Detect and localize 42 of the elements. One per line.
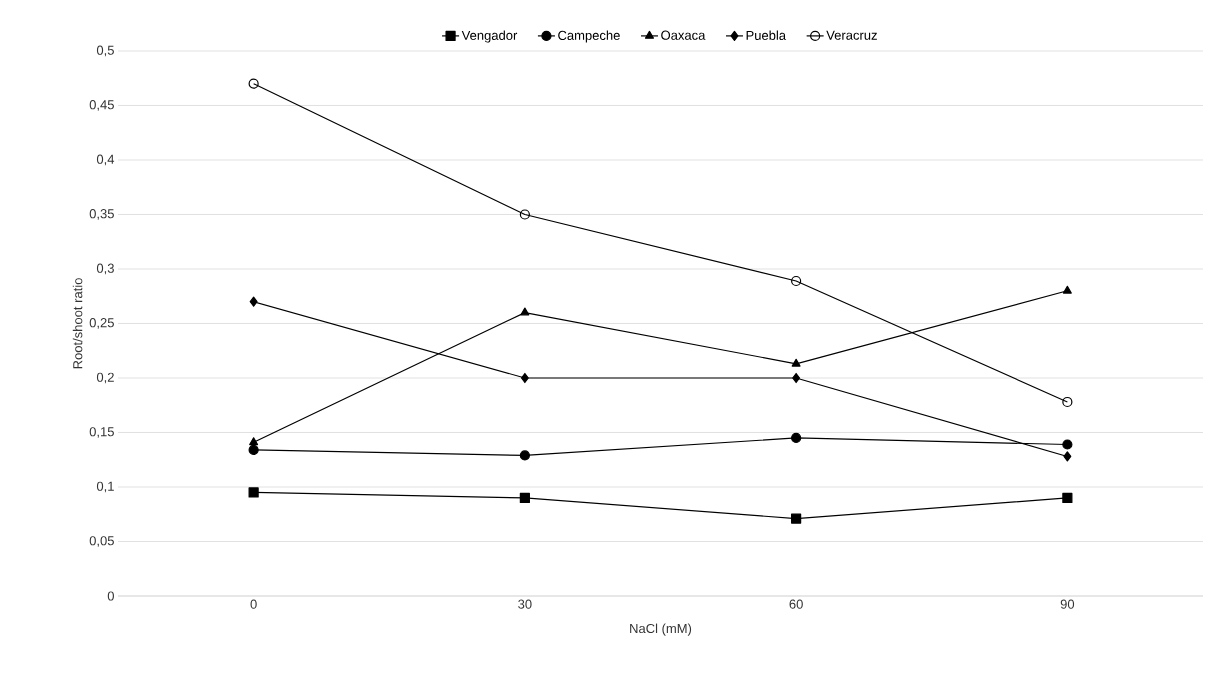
point: [791, 275, 802, 287]
y-tick-label: 0,2: [96, 372, 114, 384]
point: [1062, 492, 1073, 503]
y-axis-title: Root/shoot ratio: [72, 278, 83, 369]
point: [519, 209, 530, 220]
point: [791, 358, 801, 367]
point: [1063, 451, 1072, 462]
point: [791, 513, 802, 524]
y-tick-label: 0,4: [96, 154, 115, 166]
legend-label: Campeche: [558, 30, 620, 43]
y-tick-label: 0,25: [89, 318, 114, 329]
point: [1062, 285, 1072, 294]
y-tick-label: 0,5: [96, 45, 114, 57]
point: [1062, 396, 1073, 408]
y-tick-label: 0: [107, 591, 114, 601]
x-axis-title: NaCl (mM): [630, 623, 692, 636]
point: [248, 78, 259, 89]
point: [520, 372, 529, 384]
legend-label: Veracruz: [826, 30, 877, 40]
x-tick-label: 90: [1060, 599, 1075, 609]
point: [248, 444, 259, 456]
point: [249, 296, 258, 307]
legend-label: Oaxaca: [661, 30, 706, 40]
legend-label: Vengador: [461, 30, 518, 43]
y-tick-label: 0,3: [96, 263, 114, 275]
point: [519, 492, 530, 503]
point: [519, 450, 530, 461]
point: [249, 437, 259, 446]
y-tick-label: 0,15: [89, 427, 114, 438]
point: [791, 432, 802, 444]
x-tick-label: 30: [518, 599, 532, 609]
y-tick-label: 0,1: [96, 481, 114, 493]
y-tick-label: 0,35: [89, 209, 114, 220]
point: [1062, 439, 1073, 450]
x-tick-label: 60: [789, 599, 803, 609]
point: [520, 307, 530, 316]
point: [248, 487, 259, 498]
legend-label: Puebla: [746, 30, 787, 40]
point: [792, 372, 801, 384]
x-tick-label: 0: [250, 599, 257, 609]
y-tick-label: 0,45: [89, 100, 114, 111]
y-tick-label: 0,05: [89, 536, 114, 547]
